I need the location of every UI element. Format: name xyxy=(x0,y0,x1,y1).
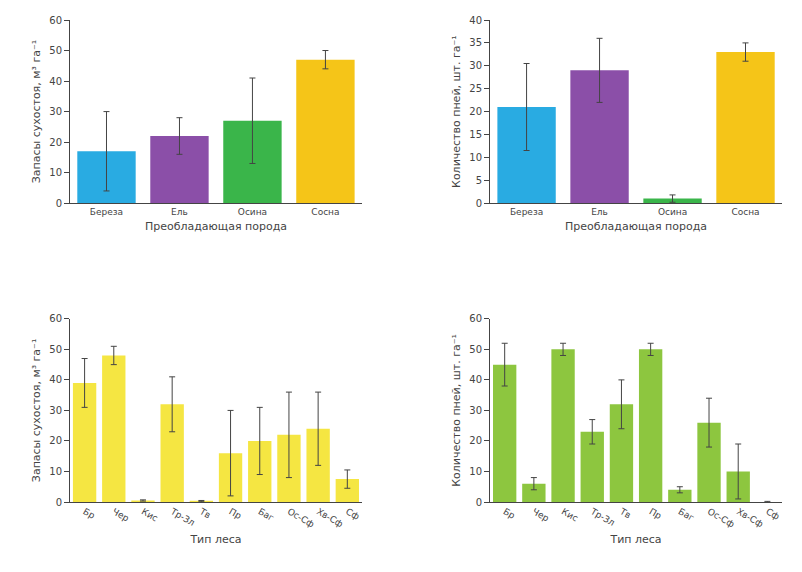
svg-text:Запасы сухостоя, м³ га⁻¹: Запасы сухостоя, м³ га⁻¹ xyxy=(30,40,43,184)
svg-text:Кис: Кис xyxy=(140,506,160,523)
svg-text:Запасы сухостоя, м³ га⁻¹: Запасы сухостоя, м³ га⁻¹ xyxy=(30,339,43,483)
svg-text:Тип леса: Тип леса xyxy=(609,533,661,546)
svg-text:50: 50 xyxy=(49,45,62,56)
svg-text:20: 20 xyxy=(469,106,482,117)
svg-text:0: 0 xyxy=(56,198,62,209)
svg-text:20: 20 xyxy=(49,435,62,446)
svg-text:50: 50 xyxy=(469,344,482,355)
svg-text:0: 0 xyxy=(476,198,482,209)
svg-text:Количество пней, шт. га⁻¹: Количество пней, шт. га⁻¹ xyxy=(450,35,463,188)
svg-text:10: 10 xyxy=(49,167,62,178)
svg-text:Чер: Чер xyxy=(111,506,131,524)
svg-text:Тр-Зл: Тр-Зл xyxy=(168,506,196,528)
svg-text:Количество пней, шт. га⁻¹: Количество пней, шт. га⁻¹ xyxy=(450,334,463,487)
svg-text:Баг: Баг xyxy=(677,506,696,523)
svg-text:Осина: Осина xyxy=(658,207,687,217)
svg-text:0: 0 xyxy=(56,497,62,508)
svg-text:40: 40 xyxy=(469,374,482,385)
svg-text:30: 30 xyxy=(469,60,482,71)
svg-text:Баг: Баг xyxy=(257,506,276,523)
svg-text:Сф: Сф xyxy=(344,506,361,522)
svg-text:Ель: Ель xyxy=(591,207,608,217)
svg-text:Ос-Сф: Ос-Сф xyxy=(706,506,737,529)
svg-text:40: 40 xyxy=(469,15,482,26)
svg-text:Береза: Береза xyxy=(510,207,543,217)
svg-text:Осина: Осина xyxy=(238,207,267,217)
svg-text:20: 20 xyxy=(49,137,62,148)
svg-text:5: 5 xyxy=(476,175,482,186)
svg-text:10: 10 xyxy=(469,152,482,163)
svg-text:Пр: Пр xyxy=(647,506,663,521)
svg-text:15: 15 xyxy=(469,129,482,140)
svg-text:Тип леса: Тип леса xyxy=(189,533,241,546)
svg-text:Бр: Бр xyxy=(501,506,517,521)
svg-text:Ель: Ель xyxy=(171,207,188,217)
svg-text:0: 0 xyxy=(476,497,482,508)
svg-text:Преобладающая порода: Преобладающая порода xyxy=(565,220,707,233)
svg-text:60: 60 xyxy=(49,15,62,26)
svg-text:20: 20 xyxy=(469,435,482,446)
svg-text:10: 10 xyxy=(469,466,482,477)
svg-text:50: 50 xyxy=(49,344,62,355)
svg-text:Бр: Бр xyxy=(81,506,97,521)
svg-text:Чер: Чер xyxy=(531,506,551,524)
svg-text:Тр-Зл: Тр-Зл xyxy=(588,506,616,528)
svg-text:Преобладающая порода: Преобладающая порода xyxy=(145,220,287,233)
svg-text:Хв-Сф: Хв-Сф xyxy=(315,506,345,529)
svg-text:35: 35 xyxy=(469,37,482,48)
svg-text:Ос-Сф: Ос-Сф xyxy=(286,506,317,529)
svg-text:Кис: Кис xyxy=(560,506,580,523)
svg-text:Тв: Тв xyxy=(617,506,632,521)
svg-text:30: 30 xyxy=(469,405,482,416)
svg-text:Сосна: Сосна xyxy=(731,207,759,217)
svg-text:Хв-Сф: Хв-Сф xyxy=(735,506,765,529)
svg-text:Сф: Сф xyxy=(764,506,781,522)
svg-text:40: 40 xyxy=(49,374,62,385)
svg-text:30: 30 xyxy=(49,106,62,117)
svg-text:Береза: Береза xyxy=(90,207,123,217)
svg-text:60: 60 xyxy=(49,313,62,324)
svg-text:60: 60 xyxy=(469,313,482,324)
svg-text:Тв: Тв xyxy=(197,506,212,521)
svg-text:40: 40 xyxy=(49,76,62,87)
svg-text:10: 10 xyxy=(49,466,62,477)
svg-text:25: 25 xyxy=(469,83,482,94)
svg-text:Сосна: Сосна xyxy=(311,207,339,217)
svg-text:30: 30 xyxy=(49,405,62,416)
svg-text:Пр: Пр xyxy=(227,506,243,521)
